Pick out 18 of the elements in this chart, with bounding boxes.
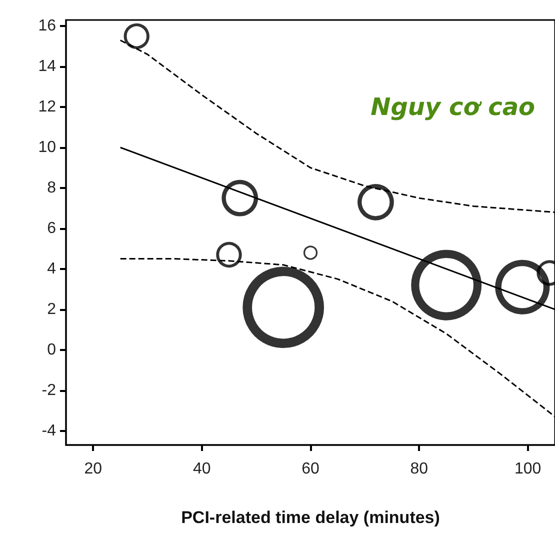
y-tick-label: 0	[47, 341, 56, 358]
y-tick-label: 12	[38, 98, 56, 116]
y-tick-label: 4	[47, 260, 56, 278]
y-tick-label: -2	[42, 382, 56, 399]
annotation: Nguy cơ cao	[370, 93, 536, 121]
x-tick-label: 60	[302, 460, 320, 478]
x-tick-label: 80	[410, 460, 428, 478]
y-tick-label: 2	[47, 300, 56, 318]
y-tick-label: 8	[47, 179, 56, 196]
y-tick-label: 10	[38, 139, 56, 156]
x-tick-label: 40	[192, 460, 211, 478]
x-axis-title: PCI-related time delay (minutes)	[181, 508, 440, 527]
x-tick-label: 100	[514, 460, 542, 478]
y-tick-label: 6	[47, 220, 56, 237]
y-tick-label: -4	[42, 422, 56, 440]
x-tick-label: 20	[84, 460, 102, 478]
y-tick-label: 14	[38, 58, 56, 76]
y-tick-label: 16	[38, 18, 56, 35]
